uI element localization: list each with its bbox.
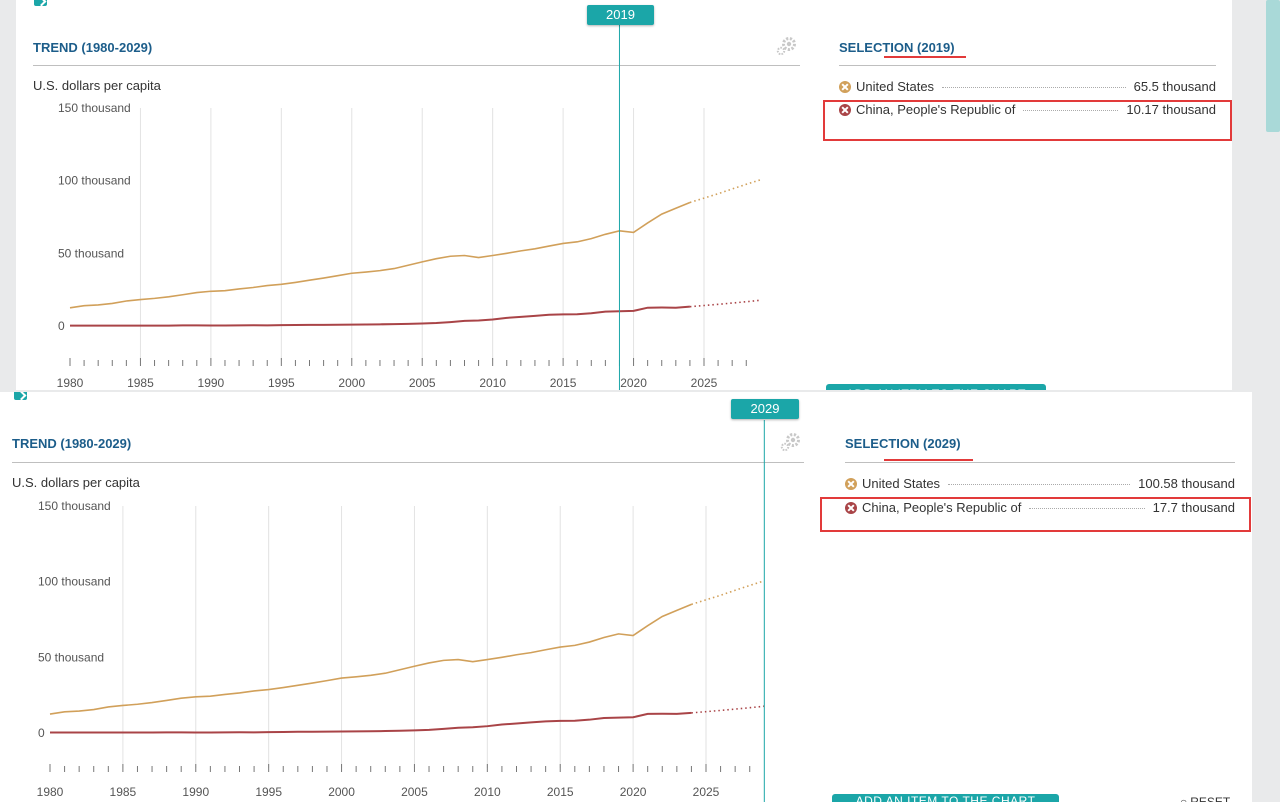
y-tick-label: 100 thousand <box>38 575 111 589</box>
x-tick-label: 2025 <box>691 376 718 390</box>
edit-icon[interactable] <box>14 392 27 400</box>
legend-row-united-states[interactable]: United States 65.5 thousand <box>839 79 1216 94</box>
selection-title: SELECTION (2019) <box>839 40 955 55</box>
trend-divider <box>33 65 800 66</box>
country-value: 100.58 thousand <box>1138 476 1235 491</box>
selection-underline <box>884 459 973 461</box>
y-tick-label: 150 thousand <box>38 499 111 513</box>
leader-dots <box>1029 508 1145 509</box>
y-tick-label: 0 <box>58 319 65 333</box>
selection-underline <box>884 56 966 58</box>
x-tick-label: 2020 <box>620 376 647 390</box>
series-projection <box>691 705 765 714</box>
scrollbar[interactable] <box>1266 0 1280 390</box>
remove-series-icon[interactable] <box>845 501 857 514</box>
country-name: China, People's Republic of <box>856 102 1016 117</box>
x-tick-label: 2010 <box>474 785 501 799</box>
units-label: U.S. dollars per capita <box>33 78 161 93</box>
series-line <box>50 711 692 734</box>
x-tick-label: 1995 <box>255 785 282 799</box>
x-tick-label: 1985 <box>110 785 137 799</box>
y-tick-label: 100 thousand <box>58 174 131 188</box>
x-tick-label: 1980 <box>37 785 64 799</box>
add-item-button[interactable]: ADD AN ITEM TO THE CHART <box>832 794 1059 802</box>
x-tick-label: 2015 <box>550 376 577 390</box>
country-name: United States <box>856 79 935 94</box>
edit-icon[interactable] <box>34 0 47 6</box>
x-tick-label: 2020 <box>620 785 647 799</box>
selection-divider <box>845 462 1235 463</box>
country-name: China, People's Republic of <box>862 500 1022 515</box>
country-value: 10.17 thousand <box>1126 102 1216 117</box>
y-tick-label: 0 <box>38 726 45 740</box>
add-item-button[interactable]: ADD AN ITEM TO THE CHART <box>826 384 1046 390</box>
year-flag[interactable]: 2029 <box>731 399 799 419</box>
country-name: United States <box>862 476 941 491</box>
leader-dots <box>948 484 1131 485</box>
y-tick-label: 150 thousand <box>58 101 131 115</box>
reset-link[interactable]: RESET <box>1180 795 1230 802</box>
series-line <box>49 603 692 715</box>
x-tick-label: 2025 <box>693 785 720 799</box>
x-tick-label: 1985 <box>127 376 154 390</box>
legend-row-china[interactable]: China, People's Republic of 10.17 thousa… <box>839 102 1216 117</box>
x-tick-label: 1995 <box>268 376 295 390</box>
trend-title: TREND (1980-2029) <box>33 40 153 55</box>
x-tick-label: 2015 <box>547 785 574 799</box>
remove-series-icon[interactable] <box>845 477 857 490</box>
y-tick-label: 50 thousand <box>38 650 104 664</box>
selection-year: 2029 <box>927 436 957 451</box>
settings-gear-icon[interactable] <box>776 36 798 56</box>
trend-divider <box>12 462 804 463</box>
remove-series-icon[interactable] <box>839 80 851 93</box>
x-tick-label: 2010 <box>479 376 506 390</box>
selection-divider <box>839 65 1216 66</box>
selection-year: 2019 <box>921 40 951 55</box>
legend-row-united-states[interactable]: United States 100.58 thousand <box>845 476 1235 491</box>
trend-chart: 150 thousand 100 thousand 50 thousand 0 1980… <box>57 20 761 390</box>
legend-row-china[interactable]: China, People's Republic of 17.7 thousan… <box>845 500 1235 515</box>
country-value: 65.5 thousand <box>1133 79 1216 94</box>
remove-series-icon[interactable] <box>839 103 851 116</box>
series-projection <box>689 299 761 308</box>
trend-chart: 150 thousand 100 thousand 50 thousand 0 1980… <box>37 420 765 802</box>
y-tick-label: 50 thousand <box>58 246 124 260</box>
leader-dots <box>942 87 1126 88</box>
units-label: U.S. dollars per capita <box>12 475 140 490</box>
x-tick-label: 2000 <box>328 785 355 799</box>
series-line <box>69 201 691 309</box>
scrollbar-thumb[interactable] <box>1266 0 1280 132</box>
x-tick-label: 1990 <box>198 376 225 390</box>
trend-panel-2029: TREND (1980-2029) U.S. dollars per capit… <box>0 392 1252 802</box>
year-flag[interactable]: 2019 <box>587 5 654 25</box>
selection-title: SELECTION (2029) <box>845 436 961 451</box>
x-tick-label: 1980 <box>57 376 84 390</box>
trend-panel-2019: TREND (1980-2029) U.S. dollars per capit… <box>16 0 1232 390</box>
series-line <box>70 305 690 327</box>
country-value: 17.7 thousand <box>1152 500 1235 515</box>
x-tick-label: 2000 <box>338 376 365 390</box>
settings-gear-icon[interactable] <box>780 432 802 452</box>
series-projection <box>689 179 761 204</box>
highlight-annotation-box <box>823 100 1232 141</box>
series-projection <box>691 580 765 606</box>
highlight-annotation-box <box>820 497 1251 532</box>
x-tick-label: 1990 <box>182 785 209 799</box>
leader-dots <box>1023 110 1119 111</box>
trend-title: TREND (1980-2029) <box>12 436 132 451</box>
x-tick-label: 2005 <box>401 785 428 799</box>
x-tick-label: 2005 <box>409 376 436 390</box>
